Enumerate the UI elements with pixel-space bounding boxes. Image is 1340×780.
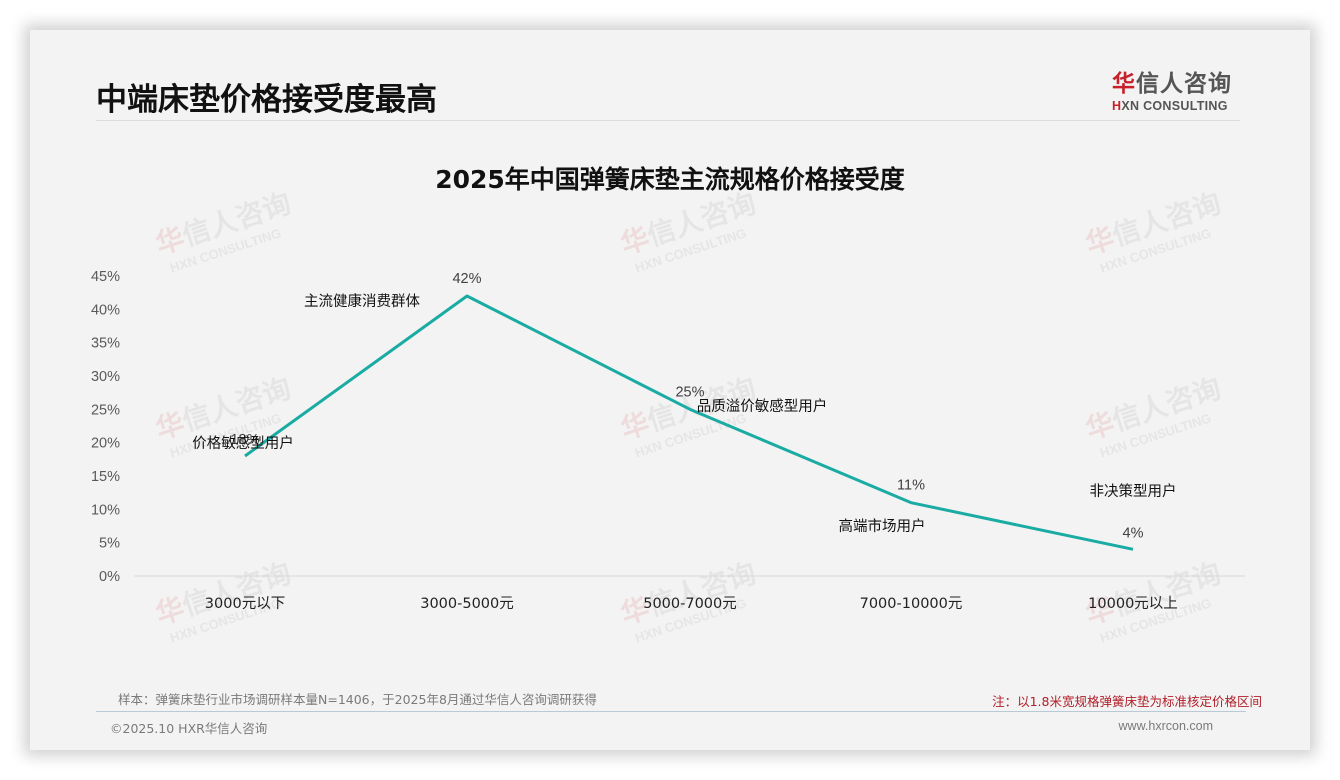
data-value-label: 4% <box>1123 525 1144 541</box>
logo-cn-red: 华 <box>1112 71 1136 97</box>
y-tick-label: 0% <box>99 569 120 585</box>
logo-en-text: XN CONSULTING <box>1121 99 1228 113</box>
sample-source-text: 样本：弹簧床垫行业市场调研样本量N=1406，于2025年8月通过华信人咨询调研… <box>118 692 597 707</box>
y-tick-label: 20% <box>91 436 120 452</box>
data-value-label: 11% <box>897 478 925 494</box>
brand-logo: 华信人咨询 HXN CONSULTING <box>1112 64 1242 113</box>
y-tick-label: 10% <box>91 502 120 518</box>
data-value-label: 25% <box>675 384 704 400</box>
logo-cn-text: 信人咨询 <box>1136 71 1232 97</box>
y-tick-label: 40% <box>91 302 120 318</box>
y-tick-label: 35% <box>91 336 120 352</box>
segment-annotation: 主流健康消费群体 <box>304 293 420 310</box>
data-value-label: 42% <box>452 271 481 287</box>
y-tick-label: 25% <box>91 402 120 418</box>
x-tick-label: 7000-10000元 <box>860 596 963 612</box>
data-value-label: 18% <box>230 432 259 448</box>
x-tick-label: 3000元以下 <box>205 596 285 612</box>
data-line <box>244 294 1134 551</box>
footnote: 注：以1.8米宽规格弹簧床垫为标准核定价格区间 <box>992 694 1262 709</box>
y-tick-label: 15% <box>91 469 120 485</box>
chart-title: 2025年中国弹簧床垫主流规格价格接受度 <box>435 165 905 194</box>
segment-annotation: 价格敏感型用户 <box>192 435 294 452</box>
slide: 中端床垫价格接受度最高 华信人咨询 HXN CONSULTING 华信人咨询 HX… <box>30 30 1310 750</box>
segment-annotation: 非决策型用户 <box>1090 483 1177 500</box>
y-tick-label: 5% <box>99 536 120 552</box>
segment-annotation: 高端市场用户 <box>839 518 926 535</box>
logo-en-prefix: H <box>1112 99 1122 113</box>
x-tick-label: 3000-5000元 <box>420 596 514 612</box>
x-tick-label: 10000元以上 <box>1088 595 1178 612</box>
y-tick-label: 30% <box>91 369 120 385</box>
footer-divider <box>96 711 1246 712</box>
website-link[interactable]: www.hxrcon.com <box>1118 719 1213 733</box>
copyright: ©2025.10 HXR华信人咨询 <box>110 721 268 736</box>
line-chart: 0% 5% 10% 15% 20% 25% 30% 35% 40% 45% 3000元以下 3000-… <box>91 269 1245 612</box>
x-tick-label: 5000-7000元 <box>643 596 737 612</box>
segment-annotation: 品质溢价敏感型用户 <box>697 398 828 415</box>
page-title: 中端床垫价格接受度最高 <box>96 82 437 118</box>
header-divider <box>96 120 1240 121</box>
y-tick-label: 45% <box>91 269 120 285</box>
